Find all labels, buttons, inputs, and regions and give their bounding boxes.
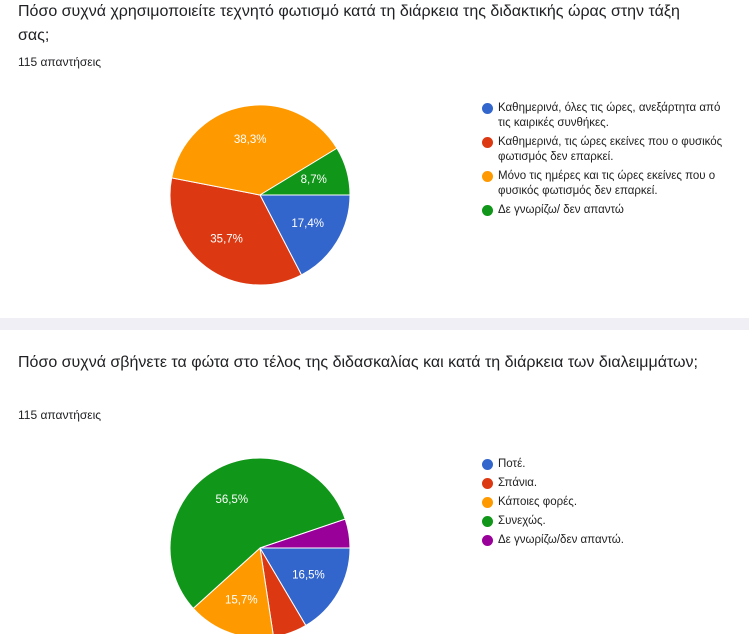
legend-entry: Μόνο τις ημέρες και τις ώρες εκείνες που… <box>482 169 730 199</box>
legend-entry: Καθημερινά, όλες τις ώρες, ανεξάρτητα απ… <box>482 101 730 131</box>
pie-slice <box>192 547 274 634</box>
legend-entry: Ποτέ. <box>482 457 730 472</box>
question-title: Πόσο συχνά σβήνετε τα φώτα στο τέλος της… <box>18 354 698 371</box>
pie-slice <box>258 147 351 196</box>
legend-dot <box>482 137 493 148</box>
legend-dot <box>482 459 493 470</box>
question-title: Πόσο συχνά χρησιμοποιείτε τεχνητό φωτισμ… <box>18 3 680 44</box>
pie-slice <box>171 104 338 196</box>
slice-label: 56,5% <box>215 494 248 506</box>
slice-label: 17,4% <box>291 218 324 230</box>
legend-text: Σπάνια. <box>498 477 538 489</box>
slice-label: 8,7% <box>301 174 327 186</box>
legend-dot <box>482 171 493 182</box>
pie-slice <box>169 177 303 286</box>
slice-label: 35,7% <box>210 234 243 246</box>
pie-chart: 16,5% 15,7% 56,5% <box>169 457 351 634</box>
legend-dot <box>482 103 493 114</box>
pie-slice <box>259 194 351 276</box>
legend-text: Δε γνωρίζω/δεν απαντώ. <box>498 534 624 546</box>
legend-text: Καθημερινά, όλες τις ώρες, ανεξάρτητα απ… <box>498 102 721 129</box>
legend-entry: Κάποιες φορές. <box>482 495 730 510</box>
pie-chart: 17,4% 35,7% 38,3% 8,7% <box>169 104 351 286</box>
pie-slice <box>259 547 307 634</box>
legend-dot <box>482 205 493 216</box>
legend-dot <box>482 535 493 546</box>
legend-entry: Δε γνωρίζω/ δεν απαντώ <box>482 203 730 218</box>
legend-text: Μόνο τις ημέρες και τις ώρες εκείνες που… <box>498 170 716 197</box>
legend-text: Καθημερινά, τις ώρες εκείνες που ο φυσικ… <box>498 136 723 163</box>
legend-dot <box>482 478 493 489</box>
legend-entry: Συνεχώς. <box>482 514 730 529</box>
response-count: 115 απαντήσεις <box>18 408 102 422</box>
legend-dot <box>482 516 493 527</box>
legend-text: Ποτέ. <box>498 458 526 470</box>
legend-text: Δε γνωρίζω/ δεν απαντώ <box>498 204 624 216</box>
legend-entry: Δε γνωρίζω/δεν απαντώ. <box>482 533 730 548</box>
slice-label: 15,7% <box>225 595 258 607</box>
pie-slice <box>259 547 351 627</box>
legend-text: Κάποιες φορές. <box>498 496 578 508</box>
legend-entry: Σπάνια. <box>482 476 730 491</box>
pie-slice <box>259 518 351 549</box>
response-count: 115 απαντήσεις <box>18 55 102 69</box>
question-card: Πόσο συχνά σβήνετε τα φώτα στο τέλος της… <box>0 330 749 634</box>
question-card: Πόσο συχνά χρησιμοποιείτε τεχνητό φωτισμ… <box>0 0 749 318</box>
slice-label: 16,5% <box>292 570 325 582</box>
legend-dot <box>482 497 493 508</box>
legend-text: Συνεχώς. <box>498 515 546 527</box>
pie-slice <box>169 457 346 610</box>
slice-label: 38,3% <box>234 134 267 146</box>
legend-entry: Καθημερινά, τις ώρες εκείνες που ο φυσικ… <box>482 135 730 165</box>
